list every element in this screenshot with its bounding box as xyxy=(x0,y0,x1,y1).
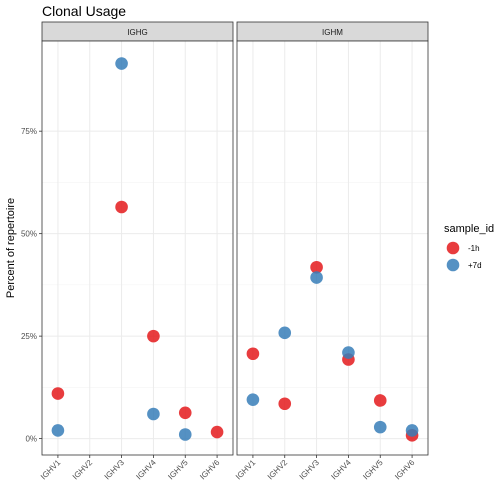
x-tick-label: IGHV4 xyxy=(329,458,353,482)
data-point xyxy=(342,346,355,359)
data-point xyxy=(51,424,65,437)
legend-title: sample_id xyxy=(444,223,494,235)
panel-border xyxy=(41,40,234,456)
data-point xyxy=(178,406,192,420)
data-point xyxy=(115,57,128,70)
x-tick-label: IGHV2 xyxy=(71,458,95,482)
x-tick-label: IGHV2 xyxy=(266,458,290,482)
panel-border xyxy=(236,40,429,456)
x-tick-label: IGHV4 xyxy=(134,458,158,482)
data-point xyxy=(310,260,323,274)
x-tick-label: IGHV5 xyxy=(361,458,385,482)
plot-background xyxy=(237,41,428,455)
y-axis-title: Percent of repertoire xyxy=(5,198,17,298)
x-tick-label: IGHV5 xyxy=(166,458,190,482)
x-tick-label: IGHV6 xyxy=(198,458,222,482)
x-tick-label: IGHV6 xyxy=(393,458,417,482)
data-point xyxy=(310,271,323,284)
data-point xyxy=(147,407,160,421)
data-point xyxy=(278,326,292,340)
data-point xyxy=(246,393,260,406)
facet-strip-label: IGHM xyxy=(322,28,343,37)
legend-label: -1h xyxy=(468,244,480,253)
y-tick-label: 75% xyxy=(21,127,37,136)
x-tick-label: IGHV3 xyxy=(298,458,322,482)
data-point xyxy=(373,394,387,407)
data-point xyxy=(278,397,292,411)
plot-background xyxy=(42,41,233,455)
x-tick-label: IGHV1 xyxy=(39,458,63,482)
data-point xyxy=(210,425,224,439)
facet-strip-label: IGHG xyxy=(127,28,147,37)
facet-panel-ighm: IGHM IGHV1 IGHV2 IGHV3 IGHV4 IGHV5 IGHV6 xyxy=(234,21,429,482)
data-point xyxy=(246,347,260,361)
data-point xyxy=(178,428,192,441)
chart-title: Clonal Usage xyxy=(42,3,126,19)
legend-key xyxy=(446,241,460,255)
data-point xyxy=(405,424,419,437)
facet-panel-ighg: IGHG IGHV1 IGHV2 IGHV3 IGHV4 IGHV5 IGHV6 xyxy=(39,21,234,482)
y-tick-label: 0% xyxy=(25,435,37,444)
x-tick-label: IGHV3 xyxy=(103,458,127,482)
data-point xyxy=(51,387,65,400)
legend: sample_id -1h +7d xyxy=(444,223,494,272)
y-axis: 0% 25% 50% 75% xyxy=(21,127,42,444)
y-tick-label: 25% xyxy=(21,332,37,341)
y-tick-label: 50% xyxy=(21,230,37,239)
legend-label: +7d xyxy=(468,261,482,270)
x-tick-label: IGHV1 xyxy=(234,458,258,482)
legend-key xyxy=(446,258,460,272)
data-point xyxy=(147,329,160,343)
data-point xyxy=(373,420,387,434)
data-point xyxy=(115,200,128,214)
